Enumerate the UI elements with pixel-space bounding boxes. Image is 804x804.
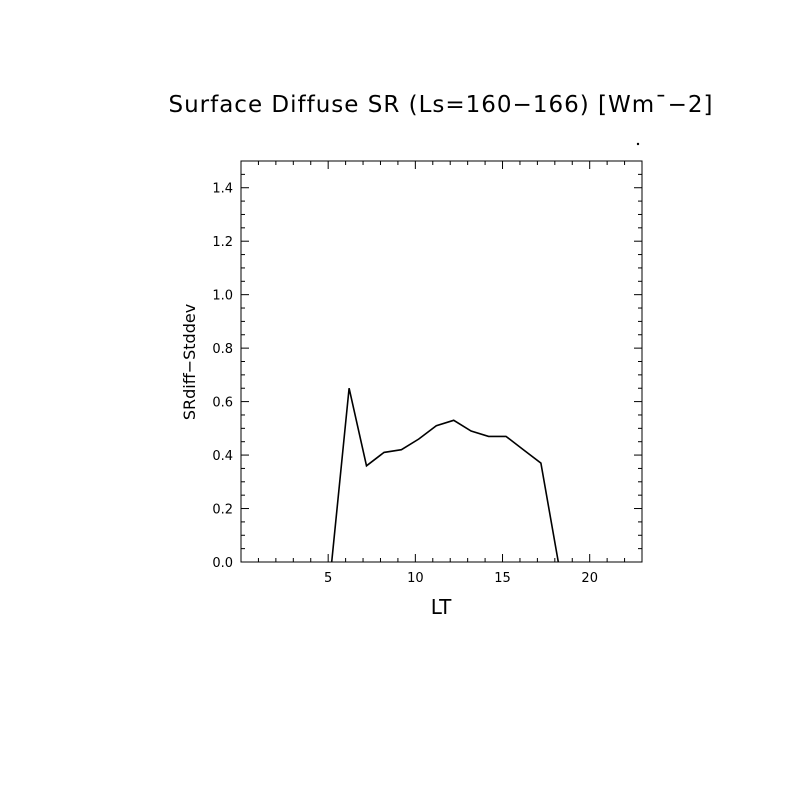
x-tick-label: 5: [324, 571, 332, 586]
y-tick-label: 0.0: [212, 556, 233, 571]
y-tick-label: 0.6: [212, 396, 233, 411]
x-axis-label: LT: [431, 595, 452, 619]
x-tick-label: 10: [407, 571, 424, 586]
y-axis-label: SRdiff−Stddev: [180, 304, 199, 420]
y-tick-label: 1.4: [212, 182, 233, 197]
x-tick-label: 20: [581, 571, 598, 586]
y-tick-label: 0.4: [212, 449, 233, 464]
x-tick-label: 15: [494, 571, 511, 586]
plot-axes: 5 10 15 20 0.0 0.2 0.4 0.6 0.8 1.0 1.2 1.4: [212, 160, 643, 586]
stray-dot-mark: [636, 142, 640, 146]
y-tick-label: 1.0: [212, 289, 233, 304]
series-line: [330, 388, 560, 563]
y-tick-label: 0.2: [212, 503, 233, 518]
chart-title: Surface Diffuse SR (Ls=160−166) [Wm¯−2]: [168, 92, 713, 118]
y-tick-label: 0.8: [212, 342, 233, 357]
y-tick-label: 1.2: [212, 235, 233, 250]
series-group: [330, 388, 560, 563]
plot-frame: [240, 160, 643, 563]
